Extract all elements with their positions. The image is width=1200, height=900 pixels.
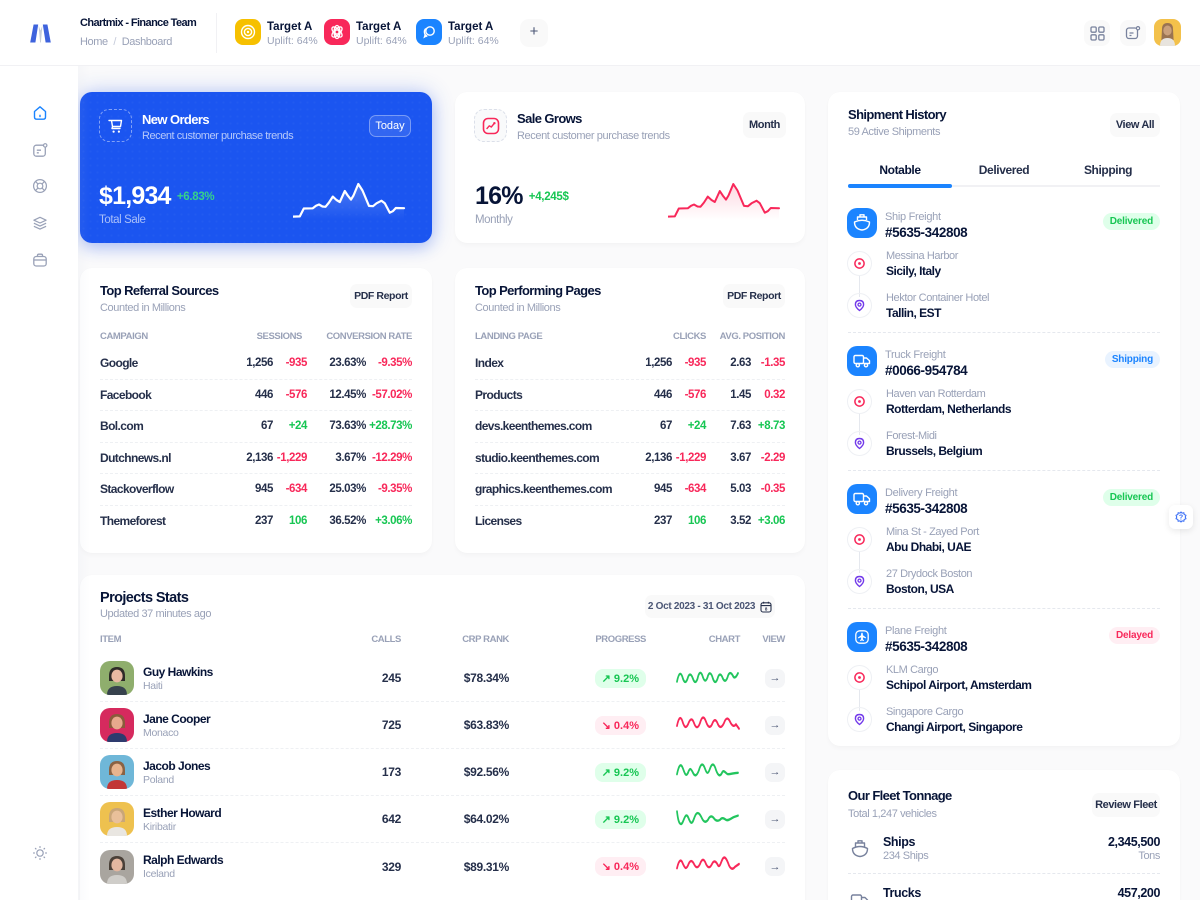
svg-text:8: 8 [765, 606, 768, 611]
svg-text:?: ? [1179, 514, 1183, 521]
